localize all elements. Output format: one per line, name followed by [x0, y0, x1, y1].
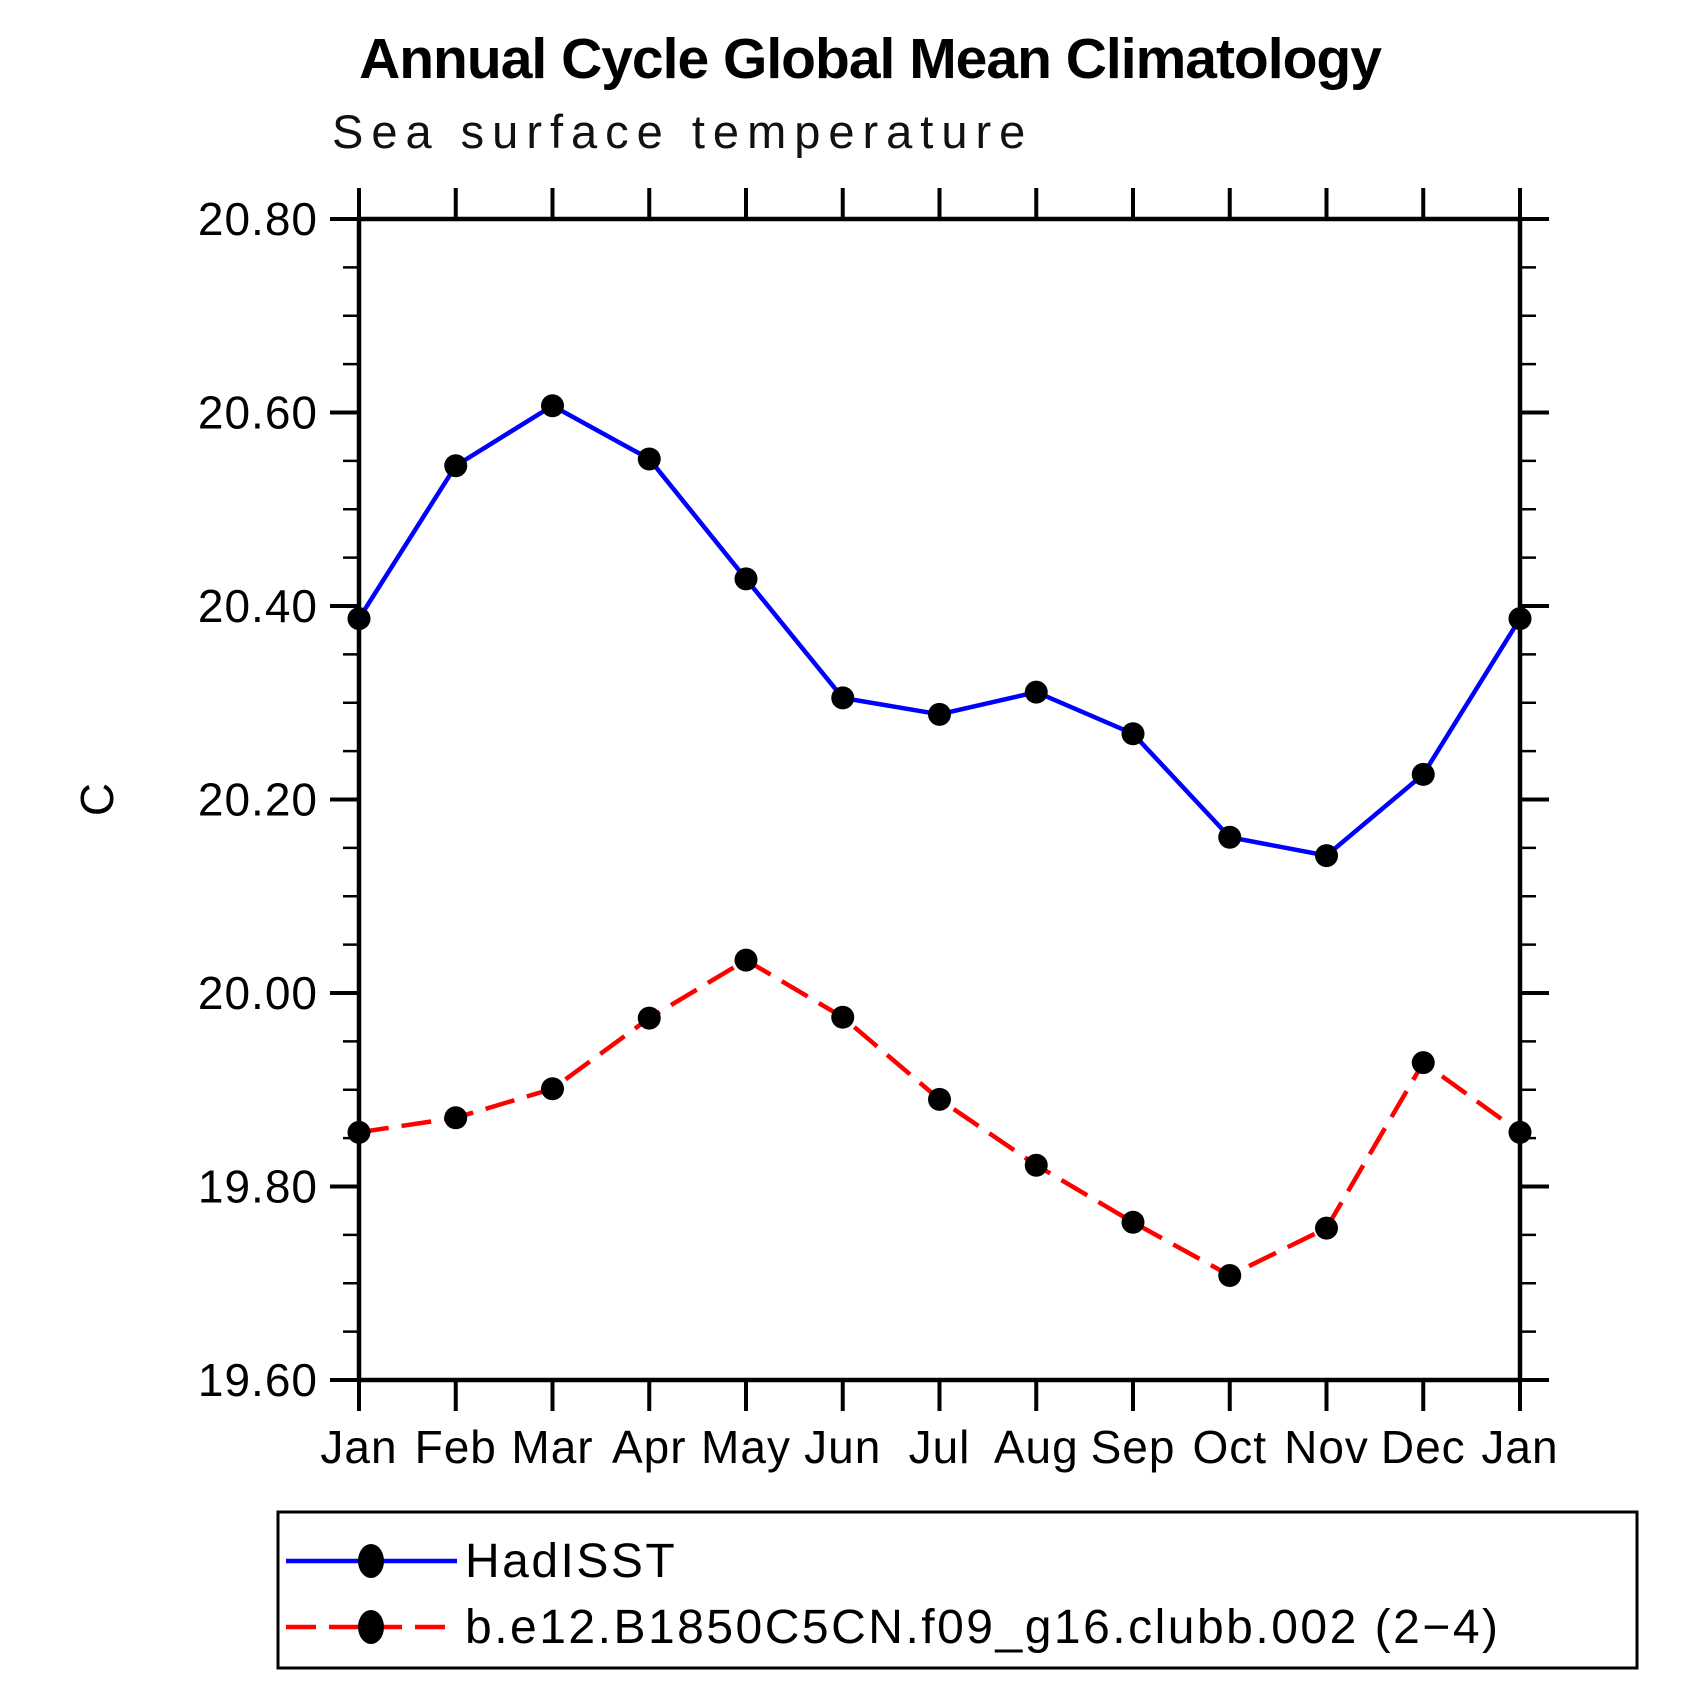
- x-axis-tick-label: Jun: [804, 1421, 881, 1473]
- data-point: [1024, 680, 1048, 704]
- data-point: [734, 948, 758, 972]
- data-point: [1121, 722, 1145, 746]
- data-point: [831, 686, 855, 710]
- x-axis-tick-label: Oct: [1192, 1421, 1267, 1473]
- x-axis-tick-label: Aug: [994, 1421, 1079, 1473]
- x-axis-tick-label: May: [701, 1421, 791, 1473]
- data-point: [1315, 844, 1338, 868]
- y-axis-tick-label: 20.40: [198, 580, 318, 632]
- data-point: [1024, 1153, 1048, 1177]
- x-axis-tick-label: Jan: [320, 1421, 397, 1473]
- data-point: [928, 702, 951, 726]
- x-axis-tick-label: Apr: [612, 1421, 687, 1473]
- legend-label-1: b.e12.B1850C5CN.f09_g16.clubb.002 (2−4): [465, 1601, 1501, 1654]
- y-axis-tick-label: 19.60: [198, 1354, 318, 1406]
- y-axis-tick-label: 20.60: [198, 387, 318, 439]
- data-point: [541, 394, 564, 418]
- data-point: [1121, 1210, 1145, 1234]
- x-axis-tick-label: Mar: [511, 1421, 593, 1473]
- data-point: [1508, 1120, 1532, 1144]
- data-point: [1315, 1216, 1338, 1240]
- data-point: [541, 1077, 564, 1101]
- x-axis-tick-label: Jan: [1481, 1421, 1558, 1473]
- data-point: [637, 1006, 661, 1030]
- x-axis-tick-label: Dec: [1381, 1421, 1466, 1473]
- data-point: [637, 447, 661, 471]
- data-point: [734, 567, 758, 591]
- data-point: [1508, 607, 1532, 631]
- y-axis-tick-label: 19.80: [198, 1161, 318, 1213]
- data-point: [1411, 1051, 1435, 1075]
- legend-marker-1: [358, 1610, 384, 1644]
- y-axis-title: C: [71, 783, 123, 816]
- x-axis-tick-label: Sep: [1091, 1421, 1176, 1473]
- x-axis-tick-label: Jul: [909, 1421, 971, 1473]
- series-line-0: [357, 403, 1522, 859]
- plot-frame: [356, 216, 1523, 1383]
- data-point: [1411, 762, 1435, 786]
- data-point: [928, 1087, 951, 1111]
- data-point: [347, 607, 371, 631]
- data-point: [1218, 1264, 1242, 1288]
- legend-label-0: HadISST: [465, 1535, 677, 1588]
- legend-marker-0: [358, 1544, 384, 1578]
- data-point: [444, 1106, 468, 1130]
- y-axis-tick-label: 20.20: [198, 774, 318, 826]
- series-line-1: [358, 957, 1522, 1279]
- data-point: [347, 1120, 371, 1144]
- data-point: [444, 454, 468, 478]
- x-axis-tick-label: Nov: [1284, 1421, 1369, 1473]
- y-axis-tick-label: 20.00: [198, 967, 318, 1019]
- data-point: [831, 1005, 855, 1029]
- chart-title: Annual Cycle Global Mean Climatology: [359, 27, 1382, 91]
- data-point: [1218, 825, 1242, 849]
- y-axis-tick-label: 20.80: [198, 193, 318, 245]
- legend-box: [276, 1510, 1639, 1670]
- chart-subtitle: Sea surface temperature: [332, 105, 1034, 158]
- x-axis-tick-label: Feb: [415, 1421, 497, 1473]
